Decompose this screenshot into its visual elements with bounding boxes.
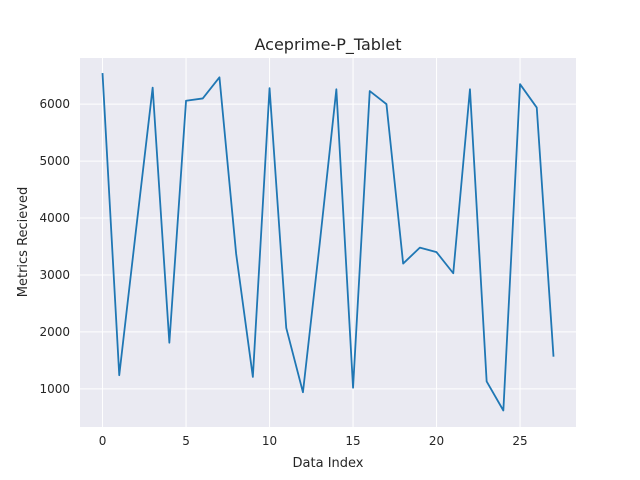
y-tick-label: 6000 <box>39 97 70 111</box>
series-lines <box>101 72 555 412</box>
x-tick-label: 0 <box>99 434 107 448</box>
y-tick-label: 5000 <box>39 154 70 168</box>
x-axis-label: Data Index <box>293 456 364 471</box>
x-tick-label: 10 <box>262 434 277 448</box>
chart-title: Aceprime-P_Tablet <box>255 35 402 55</box>
y-tick-label: 2000 <box>39 325 70 339</box>
x-tick-label: 25 <box>512 434 527 448</box>
y-tick-labels: 1000 2000 3000 4000 5000 6000 <box>39 97 70 396</box>
series-line <box>101 72 555 412</box>
y-tick-label: 4000 <box>39 211 70 225</box>
x-tick-label: 20 <box>429 434 444 448</box>
y-axis-label: Metrics Recieved <box>16 187 31 297</box>
x-tick-label: 15 <box>345 434 360 448</box>
y-tick-label: 1000 <box>39 382 70 396</box>
x-tick-labels: 0 5 10 15 20 25 <box>99 434 528 448</box>
y-tick-label: 3000 <box>39 268 70 282</box>
x-tick-label: 5 <box>182 434 190 448</box>
x-gridlines <box>102 58 521 427</box>
